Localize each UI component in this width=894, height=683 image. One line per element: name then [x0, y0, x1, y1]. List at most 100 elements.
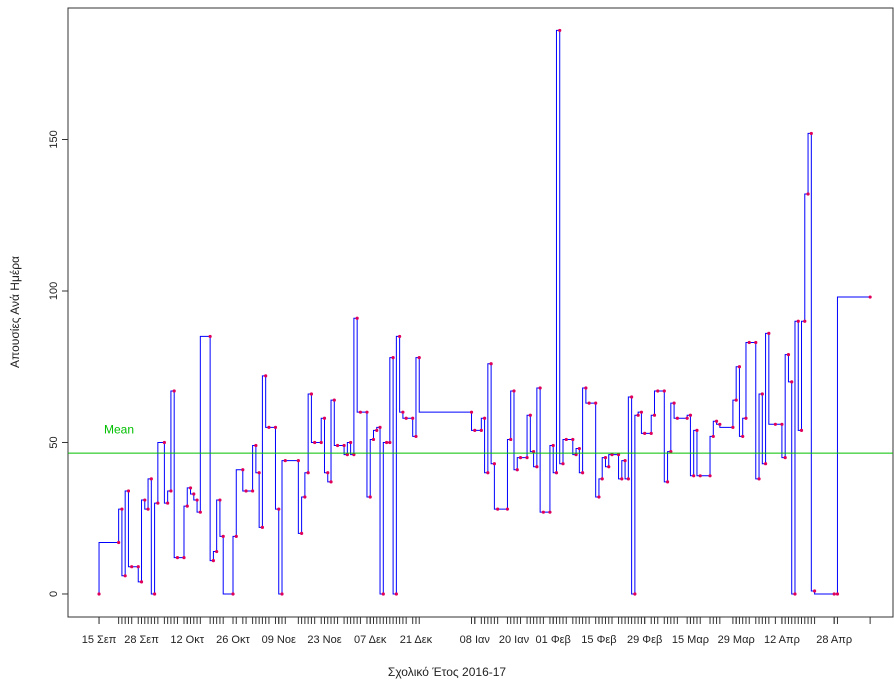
data-point	[198, 510, 202, 514]
data-point	[496, 507, 500, 511]
data-point	[584, 386, 588, 390]
x-tick-label: 15 Φεβ	[581, 634, 616, 646]
data-point	[139, 580, 144, 584]
data-point	[208, 334, 212, 339]
data-point	[195, 498, 199, 502]
data-point	[643, 431, 647, 435]
data-point	[378, 425, 382, 429]
plot-frame	[67, 7, 894, 618]
data-point	[790, 380, 794, 384]
data-point	[280, 592, 284, 596]
data-point	[535, 465, 539, 469]
data-point	[120, 507, 124, 511]
data-point	[482, 416, 487, 420]
data-point	[741, 434, 745, 439]
data-point	[375, 428, 379, 432]
data-point	[773, 422, 777, 426]
data-point	[117, 540, 121, 545]
data-point	[391, 356, 395, 360]
data-point	[698, 474, 702, 478]
data-point	[352, 453, 356, 457]
data-point	[182, 556, 186, 560]
data-point	[411, 416, 415, 420]
data-point	[731, 425, 735, 429]
data-point	[241, 468, 245, 472]
data-point	[469, 410, 474, 414]
data-point	[479, 428, 483, 432]
data-point	[512, 389, 516, 393]
x-tick-label: 01 Φεβ	[536, 634, 571, 646]
data-point	[662, 389, 666, 393]
x-tick-label: 21 Δεκ	[400, 634, 433, 646]
data-point	[329, 480, 333, 484]
data-point	[221, 534, 225, 539]
x-tick-label: 15 Σεπ	[82, 634, 117, 646]
data-point	[486, 471, 490, 475]
x-tick-label: 20 Ιαν	[499, 634, 530, 646]
x-tick-label: 12 Απρ	[764, 634, 800, 646]
data-point	[254, 443, 258, 448]
data-point	[623, 459, 627, 463]
data-point	[211, 559, 215, 563]
x-tick-label: 12 Οκτ	[170, 634, 204, 646]
data-point	[734, 398, 738, 402]
data-point	[538, 386, 542, 390]
data-point	[695, 428, 699, 432]
data-point	[832, 592, 836, 596]
data-point	[587, 401, 591, 405]
data-point	[283, 459, 287, 463]
x-tick-label: 15 Μαρ	[672, 634, 709, 646]
data-point	[398, 334, 402, 339]
data-point	[685, 416, 689, 420]
data-point	[760, 392, 764, 396]
data-point	[812, 589, 817, 593]
data-point	[251, 489, 255, 493]
data-point	[404, 416, 408, 420]
data-point	[525, 456, 529, 460]
data-point	[169, 489, 173, 493]
data-point	[692, 474, 696, 478]
data-point	[381, 592, 385, 596]
data-point	[783, 456, 787, 460]
data-point	[551, 443, 555, 448]
data-point	[786, 353, 791, 357]
data-point	[626, 477, 630, 481]
data-point	[665, 480, 670, 484]
data-point	[492, 462, 496, 466]
data-point	[345, 453, 349, 457]
data-point	[620, 477, 624, 481]
data-point	[218, 498, 222, 502]
data-point	[172, 389, 176, 393]
data-point	[401, 410, 405, 414]
data-point	[365, 410, 369, 414]
data-point	[414, 434, 418, 439]
step-line	[98, 29, 871, 595]
data-point	[518, 456, 523, 460]
data-point	[335, 443, 340, 448]
data-point	[558, 28, 562, 33]
data-point	[97, 592, 101, 596]
data-point	[793, 592, 797, 596]
data-point	[149, 477, 153, 481]
data-point	[636, 413, 640, 417]
data-point	[780, 422, 784, 426]
data-point	[669, 449, 673, 454]
x-tick-label: 29 Μαρ	[718, 634, 755, 646]
data-point	[146, 507, 150, 511]
data-point	[630, 395, 634, 399]
data-point	[143, 498, 147, 502]
y-tick-label: 100	[48, 282, 60, 300]
data-point	[597, 495, 601, 499]
data-point	[652, 413, 657, 417]
x-tick-label: 23 Νοε	[307, 634, 341, 646]
data-point	[326, 471, 330, 475]
data-point	[473, 428, 477, 432]
data-point	[531, 449, 536, 454]
data-point	[809, 131, 813, 136]
data-point	[561, 462, 565, 466]
data-point	[264, 374, 268, 378]
data-point	[799, 428, 804, 432]
data-point	[744, 416, 748, 420]
data-point	[515, 468, 519, 472]
